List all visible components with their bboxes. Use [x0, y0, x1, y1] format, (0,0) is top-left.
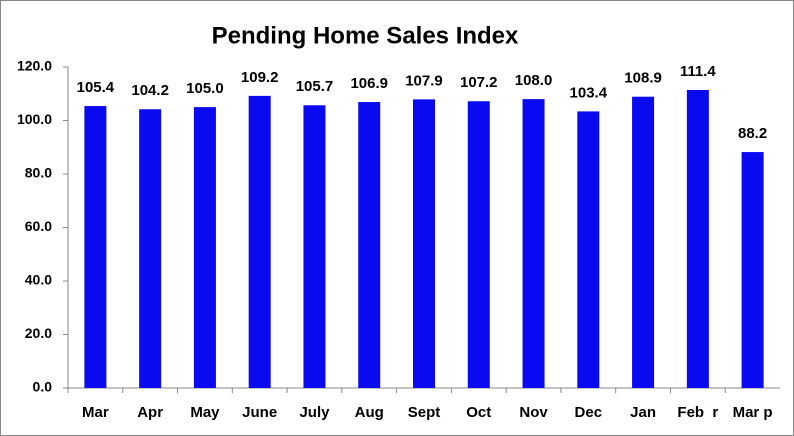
bar — [522, 99, 545, 388]
value-label: 104.2 — [131, 82, 169, 99]
y-tick-label: 40.0 — [25, 272, 52, 288]
value-label: 106.9 — [350, 75, 388, 92]
value-label: 105.4 — [77, 79, 115, 96]
bar — [632, 96, 655, 388]
value-label: 105.0 — [186, 80, 224, 97]
y-tick-label: 0.0 — [33, 379, 53, 395]
y-tick-label: 60.0 — [25, 218, 52, 234]
y-tick-label: 80.0 — [25, 165, 52, 181]
bar — [139, 109, 162, 388]
x-tick-label: Apr — [137, 404, 163, 421]
x-tick-label: Oct — [466, 404, 491, 421]
bar — [467, 101, 490, 389]
bar — [686, 90, 709, 388]
x-tick-label: July — [299, 404, 330, 421]
value-label: 103.4 — [570, 84, 608, 101]
x-tick-label: Mar — [82, 404, 109, 421]
x-tick-label: Feb r — [677, 404, 718, 421]
value-label: 88.2 — [738, 125, 767, 142]
bar — [193, 107, 216, 388]
bar — [413, 99, 435, 389]
value-label: 107.9 — [405, 72, 443, 89]
x-tick-label: Dec — [575, 404, 603, 421]
x-tick-label: Jan — [630, 404, 656, 421]
x-tick-label: Nov — [519, 404, 548, 421]
value-label: 108.9 — [624, 70, 662, 87]
x-tick-label: Sept — [408, 404, 441, 421]
bar — [577, 111, 600, 388]
y-tick-label: 100.0 — [17, 111, 52, 127]
value-label: 109.2 — [241, 69, 279, 86]
bar — [303, 105, 326, 388]
y-tick-label: 120.0 — [17, 58, 52, 74]
x-tick-label: Mar p — [733, 404, 773, 421]
value-label: 108.0 — [515, 72, 553, 89]
value-label: 111.4 — [680, 63, 717, 80]
bar — [358, 102, 381, 388]
bar — [248, 95, 271, 388]
y-tick-label: 20.0 — [25, 325, 52, 341]
x-tick-label: June — [242, 404, 277, 421]
x-tick-label: May — [190, 404, 220, 421]
bar — [84, 106, 107, 389]
chart-title: Pending Home Sales Index — [212, 22, 519, 49]
value-label: 105.7 — [296, 78, 334, 95]
x-tick-label: Aug — [355, 404, 384, 421]
value-label: 107.2 — [460, 74, 498, 91]
bar — [741, 152, 764, 388]
